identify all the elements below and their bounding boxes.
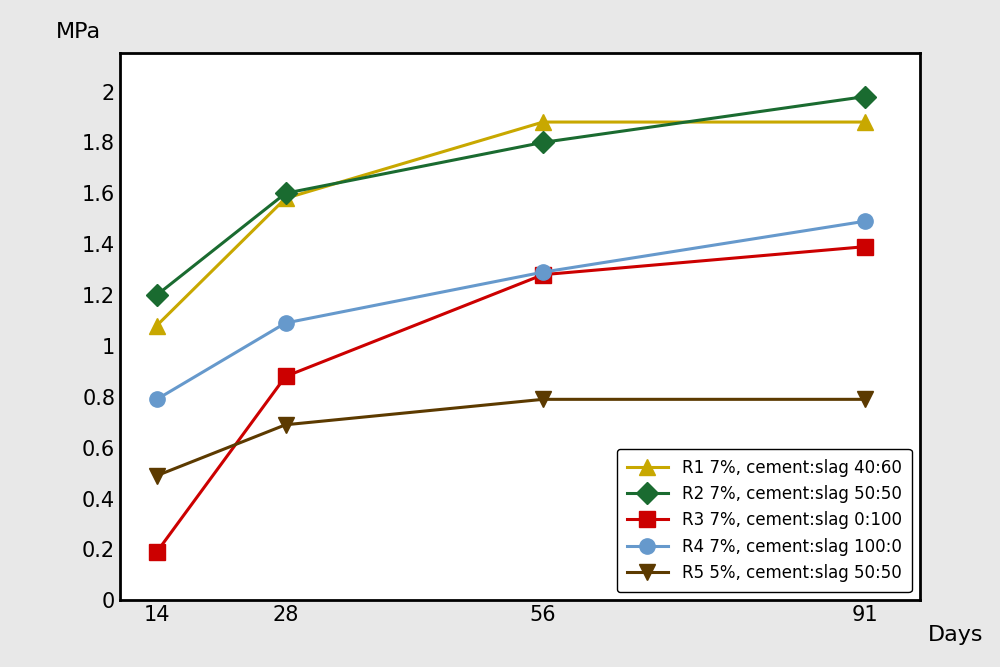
- R3 7%, cement:slag 0:100: [537, 271, 549, 279]
- Line: R1 7%, cement:slag 40:60: R1 7%, cement:slag 40:60: [149, 115, 872, 334]
- R1 7%, cement:slag 40:60: [859, 118, 871, 126]
- Line: R3 7%, cement:slag 0:100: R3 7%, cement:slag 0:100: [149, 239, 872, 560]
- R2 7%, cement:slag 50:50: [537, 138, 549, 146]
- R1 7%, cement:slag 40:60: [537, 118, 549, 126]
- R3 7%, cement:slag 0:100: [151, 548, 163, 556]
- R2 7%, cement:slag 50:50: [859, 93, 871, 101]
- Legend: R1 7%, cement:slag 40:60, R2 7%, cement:slag 50:50, R3 7%, cement:slag 0:100, R4: R1 7%, cement:slag 40:60, R2 7%, cement:…: [617, 449, 912, 592]
- R4 7%, cement:slag 100:0: [151, 396, 163, 404]
- Line: R2 7%, cement:slag 50:50: R2 7%, cement:slag 50:50: [149, 89, 872, 303]
- R5 5%, cement:slag 50:50: [151, 472, 163, 480]
- R3 7%, cement:slag 0:100: [280, 372, 292, 380]
- R4 7%, cement:slag 100:0: [280, 319, 292, 327]
- R5 5%, cement:slag 50:50: [859, 396, 871, 404]
- R5 5%, cement:slag 50:50: [280, 421, 292, 429]
- R1 7%, cement:slag 40:60: [280, 194, 292, 202]
- Line: R5 5%, cement:slag 50:50: R5 5%, cement:slag 50:50: [149, 392, 872, 484]
- Text: Days: Days: [928, 625, 984, 645]
- R1 7%, cement:slag 40:60: [151, 321, 163, 329]
- R3 7%, cement:slag 0:100: [859, 243, 871, 251]
- Line: R4 7%, cement:slag 100:0: R4 7%, cement:slag 100:0: [149, 213, 872, 407]
- R5 5%, cement:slag 50:50: [537, 396, 549, 404]
- Text: MPa: MPa: [56, 23, 101, 43]
- R2 7%, cement:slag 50:50: [280, 189, 292, 197]
- R4 7%, cement:slag 100:0: [537, 268, 549, 276]
- R2 7%, cement:slag 50:50: [151, 291, 163, 299]
- R4 7%, cement:slag 100:0: [859, 217, 871, 225]
